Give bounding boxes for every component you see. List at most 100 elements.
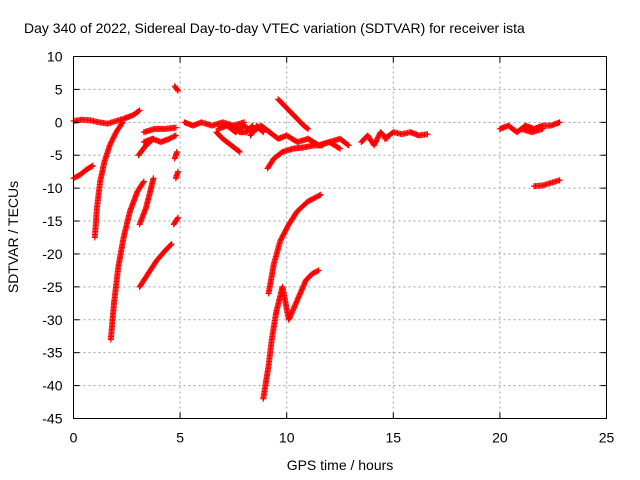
data-point [108,138,115,145]
series-arc-02 [70,107,143,127]
data-point [314,268,321,275]
data-point [140,179,147,186]
series-arc-01 [70,162,96,182]
data-point [173,148,180,155]
data-point [539,125,546,132]
data-point [344,141,351,148]
series-arc-16 [213,129,243,155]
data-point [168,241,175,248]
plot-frame [73,56,607,419]
data-point [556,119,563,126]
series-arc-03 [91,119,126,241]
series-arc-05 [136,241,175,290]
data-point [316,192,323,199]
series-arc-12 [171,148,180,162]
data-point [236,148,243,155]
data-point [118,120,125,127]
series-arc-29 [518,125,546,136]
series-arc-13 [172,168,181,182]
data-point [371,141,378,148]
x-axis-label: GPS time / hours [287,457,394,473]
data-point [317,191,324,198]
series-arc-18 [247,122,267,139]
data-point [150,175,157,182]
data-point [111,133,118,140]
data-point [235,148,242,155]
data-point [174,214,181,221]
series-arc-04 [107,178,147,343]
y-tick-label: 5 [55,81,63,97]
series-arc-21 [265,191,324,297]
series-arc-11 [171,83,181,94]
grid-lines [73,56,607,419]
data-point [305,125,312,132]
data-point [174,215,181,222]
data-point [107,141,114,148]
data-points [70,83,563,402]
axis-ticks [73,56,607,419]
data-point [373,138,380,145]
data-point [111,131,118,138]
data-point [135,108,142,115]
data-point [171,133,178,140]
series-arc-06 [136,175,157,228]
series-arc-08 [140,124,179,136]
y-tick-label: -15 [42,213,62,229]
data-point [140,178,147,185]
data-point [375,133,382,140]
series-arc-22 [264,142,326,172]
y-tick-labels: 10 5 0 -5 -10 -15 -20 -25 -30 -35 -40 -45 [42,49,62,427]
data-point [556,177,563,184]
data-point [373,137,380,144]
data-point [174,86,181,93]
series-arc-09 [140,132,179,146]
data-point [119,119,126,126]
y-tick-label: -35 [42,345,62,361]
y-tick-label: -5 [50,147,63,163]
y-tick-label: -25 [42,279,62,295]
x-tick-label: 15 [386,430,402,446]
data-point [136,107,143,114]
series-arc-24 [275,96,312,132]
series-arc-10 [170,214,181,228]
series-arc-17 [230,122,256,136]
data-point [172,124,179,131]
data-point [372,139,379,146]
y-tick-label: -30 [42,312,62,328]
x-tick-label: 20 [492,430,508,446]
data-point [167,242,174,249]
series-arc-25 [305,135,343,152]
y-tick-label: 0 [55,114,63,130]
x-tick-labels: 0 5 10 15 20 25 [70,430,615,446]
data-point [109,137,116,144]
series-arc-30 [531,177,563,190]
x-tick-label: 10 [279,430,295,446]
series-arc-20 [273,267,322,323]
data-point [89,162,96,169]
data-point [172,132,179,139]
series-arc-27 [381,129,431,142]
data-point [174,87,181,94]
x-tick-label: 0 [70,430,78,446]
data-point [259,128,266,135]
y-axis-label: SDTVAR / TECUs [5,181,21,293]
data-point [371,142,378,149]
data-point [374,134,381,141]
data-point [345,142,352,149]
data-point [106,142,113,149]
x-tick-label: 5 [176,430,184,446]
data-point [174,168,181,175]
series-arc-26 [358,129,390,149]
data-point [110,134,117,141]
y-tick-label: -20 [42,246,62,262]
chart-title: Day 340 of 2022, Sidereal Day-to-day VTE… [24,20,525,36]
y-tick-label: 10 [47,49,63,65]
data-point [88,163,95,170]
x-tick-label: 25 [599,430,615,446]
data-point [335,144,342,151]
y-tick-label: -10 [42,180,62,196]
data-point [303,125,310,132]
data-point [260,129,267,136]
data-point [374,135,381,142]
